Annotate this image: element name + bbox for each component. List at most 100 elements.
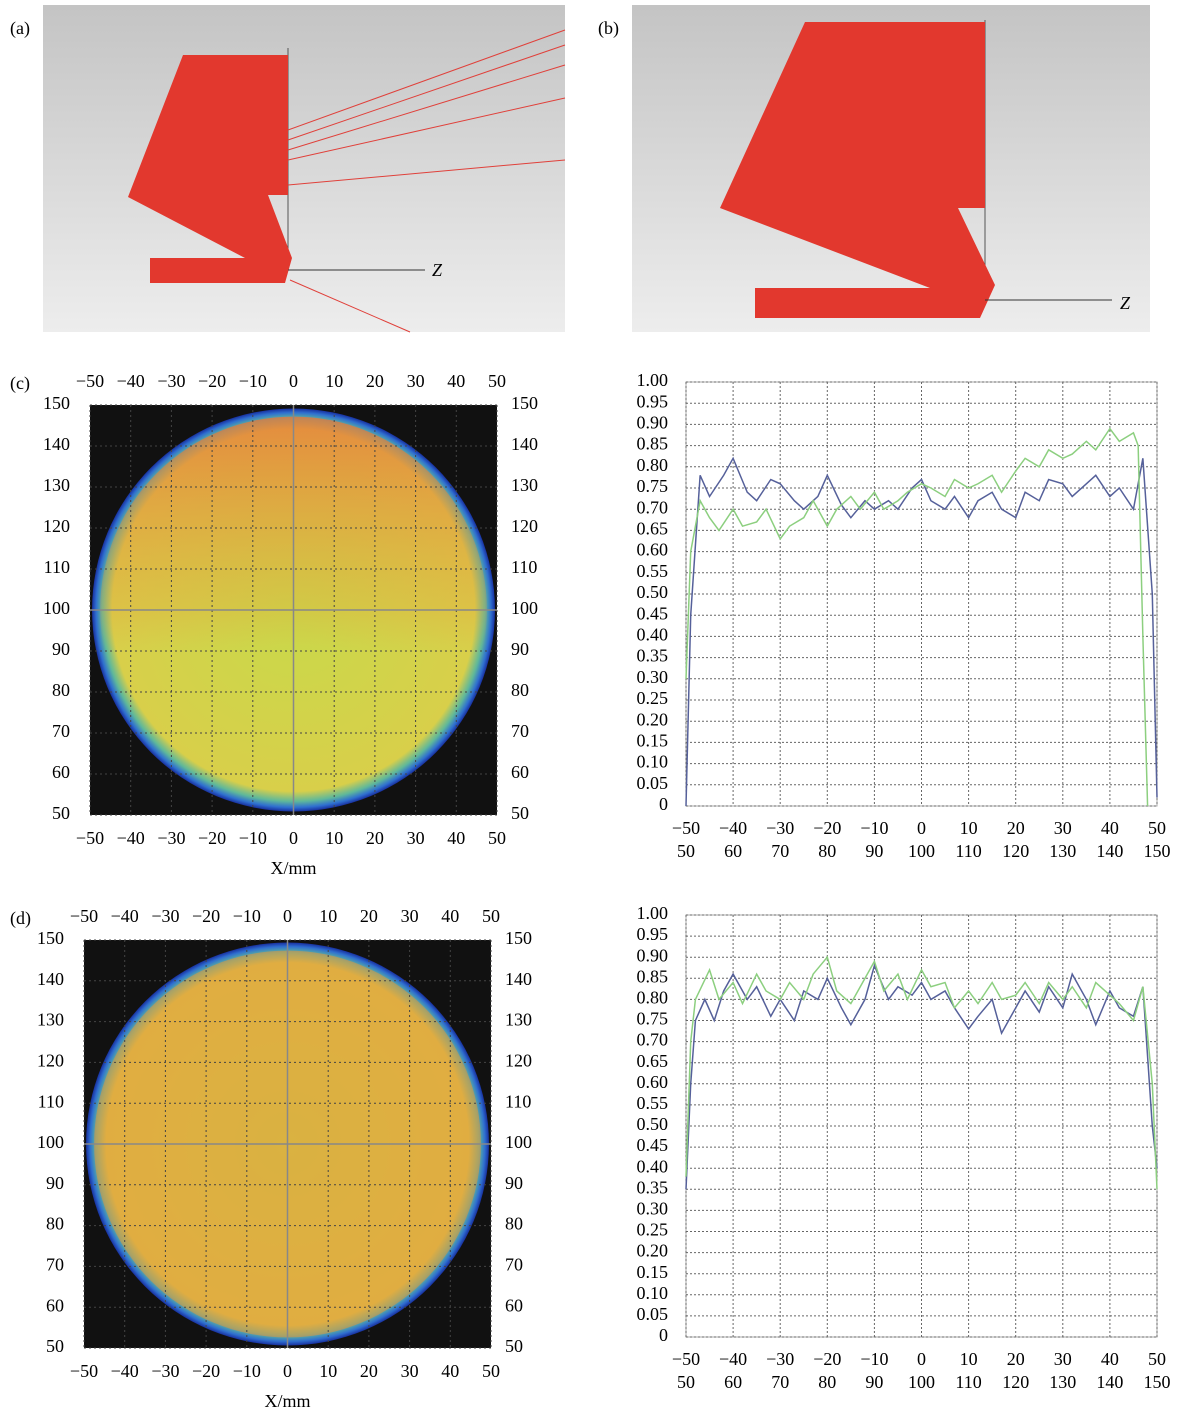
y-tick-label-right: 60 [511, 762, 529, 782]
x-tick-label: 50 [488, 828, 506, 848]
x-tick-label: 40 [1101, 818, 1119, 838]
x-tick-label: 30 [401, 1361, 419, 1381]
x-tick-label: −20 [192, 1361, 220, 1381]
y-tick-label: 0.40 [637, 1156, 669, 1176]
x-tick-label: 30 [407, 828, 425, 848]
y-tick-label-right: 140 [505, 969, 532, 989]
x-tick-label: −10 [860, 818, 888, 838]
x-tick-label-top: −40 [117, 371, 145, 391]
y-tick-label: 0.75 [637, 1009, 669, 1029]
y-tick-label: 50 [46, 1336, 64, 1356]
data-line [685, 427, 1149, 807]
x-tick-label-top: 50 [482, 906, 500, 926]
x-tick-label: −40 [719, 818, 747, 838]
x2-tick-label: 60 [724, 1372, 742, 1392]
x-axis-label: X/mm [270, 858, 316, 878]
y-tick-label: 0.05 [637, 773, 669, 793]
y-tick-label-right: 120 [511, 516, 538, 536]
x-tick-label: 50 [482, 1361, 500, 1381]
x-tick-label-top: −50 [70, 906, 98, 926]
x2-tick-label: 90 [865, 841, 883, 861]
y-tick-label-right: 50 [505, 1336, 523, 1356]
x2-tick-label: 100 [908, 841, 935, 861]
y-tick-label: 0 [659, 794, 668, 814]
x-tick-label-top: −30 [157, 371, 185, 391]
y-tick-label-right: 70 [511, 721, 529, 741]
x-tick-label-top: 20 [360, 906, 378, 926]
y-tick-label-right: 100 [511, 598, 538, 618]
x-tick-label: 40 [1101, 1349, 1119, 1369]
y-tick-label: 0.95 [637, 391, 669, 411]
y-tick-label-right: 80 [505, 1214, 523, 1234]
y-tick-label: 60 [52, 762, 70, 782]
x2-tick-label: 150 [1144, 841, 1171, 861]
y-tick-label: 120 [43, 516, 70, 536]
x-tick-label: −10 [860, 1349, 888, 1369]
x2-tick-label: 90 [865, 1372, 883, 1392]
y-tick-label: 0.70 [637, 497, 669, 517]
y-tick-label: 0.35 [637, 646, 669, 666]
y-tick-label-right: 80 [511, 680, 529, 700]
y-tick-label: 150 [37, 928, 64, 948]
x-tick-label: −30 [766, 1349, 794, 1369]
ray-trace-b: Z (b) [598, 5, 1150, 332]
x-tick-label-top: 40 [441, 906, 459, 926]
x-tick-label-top: −40 [111, 906, 139, 926]
panel-label: (c) [10, 373, 30, 394]
x-tick-label-top: 30 [407, 371, 425, 391]
y-tick-label: 0.35 [637, 1177, 669, 1197]
x-tick-label: −30 [766, 818, 794, 838]
y-tick-label: 0.20 [637, 1241, 669, 1261]
y-tick-label-right: 90 [511, 639, 529, 659]
y-tick-label-right: 110 [505, 1091, 531, 1111]
x-tick-label: 20 [360, 1361, 378, 1381]
y-tick-label: 90 [52, 639, 70, 659]
x-tick-label: 0 [917, 1349, 926, 1369]
x-tick-label: −20 [198, 828, 226, 848]
y-tick-label: 0.65 [637, 519, 669, 539]
x-tick-label-top: 10 [319, 906, 337, 926]
x-tick-label-top: −10 [233, 906, 261, 926]
y-tick-label: 100 [43, 598, 70, 618]
y-tick-label: 0.80 [637, 988, 669, 1008]
y-tick-label: 0.65 [637, 1051, 669, 1071]
x2-tick-label: 120 [1002, 841, 1029, 861]
x-tick-label-top: −50 [76, 371, 104, 391]
x2-tick-label: 60 [724, 841, 742, 861]
y-tick-label: 0.40 [637, 625, 669, 645]
x-tick-label: −30 [151, 1361, 179, 1381]
y-tick-label: 0.85 [637, 434, 669, 454]
y-tick-label-right: 120 [505, 1051, 532, 1071]
y-tick-label: 0.45 [637, 603, 669, 623]
y-tick-label-right: 70 [505, 1255, 523, 1275]
x-tick-label: −40 [719, 1349, 747, 1369]
panel-label: (d) [10, 908, 31, 929]
y-tick-label: 0.50 [637, 1114, 669, 1134]
axis-label: Z [1120, 293, 1131, 313]
y-tick-label: 0.30 [637, 1199, 669, 1219]
ray-trace-a: Z (a) [10, 5, 566, 333]
x2-tick-label: 50 [677, 1372, 695, 1392]
y-tick-label: 0.25 [637, 688, 669, 708]
x2-tick-label: 130 [1049, 1372, 1076, 1392]
x-tick-label: −10 [233, 1361, 261, 1381]
axis-label: Z [432, 260, 443, 280]
y-tick-label: 0.10 [637, 752, 669, 772]
x-tick-label: 0 [289, 828, 298, 848]
y-tick-label: 1.00 [637, 903, 669, 923]
x2-tick-label: 70 [771, 1372, 789, 1392]
x-tick-label: 40 [447, 828, 465, 848]
y-tick-label: 0.70 [637, 1030, 669, 1050]
x-tick-label-top: 10 [325, 371, 343, 391]
y-tick-label: 100 [37, 1132, 64, 1152]
x-tick-label-top: 50 [488, 371, 506, 391]
x-tick-label: 20 [1007, 1349, 1025, 1369]
panel-label: (a) [10, 18, 30, 39]
x-tick-label: 0 [917, 818, 926, 838]
y-tick-label-right: 150 [511, 393, 538, 413]
panel-label: (b) [598, 18, 619, 39]
y-tick-label: 80 [52, 680, 70, 700]
y-tick-label: 0.80 [637, 455, 669, 475]
y-tick-label: 0.90 [637, 413, 669, 433]
x-tick-label-top: 0 [289, 371, 298, 391]
